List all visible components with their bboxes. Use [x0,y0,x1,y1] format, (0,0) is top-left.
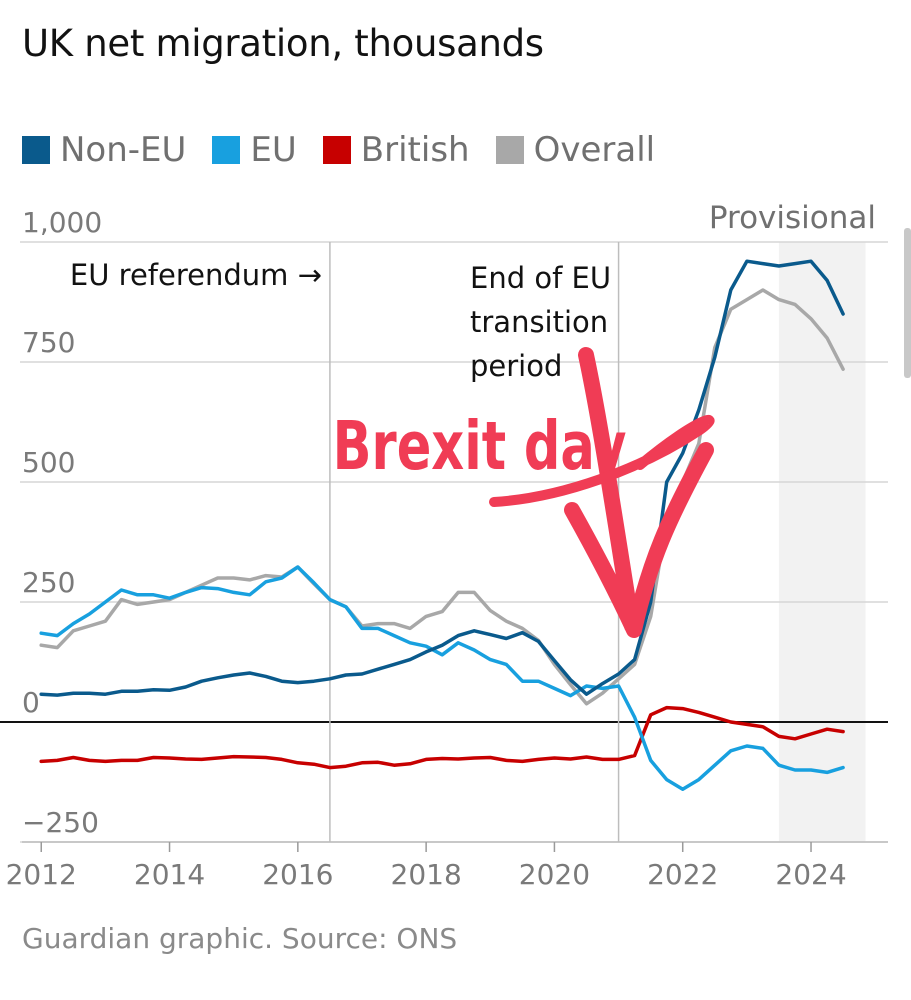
series-line-non-eu [39,259,845,697]
scrollbar[interactable] [904,228,911,378]
x-tick-label: 2016 [262,858,333,891]
legend-item-overall: Overall [495,130,656,170]
annotation-line: period [470,349,562,383]
y-tick-label: 250 [22,566,75,599]
x-tick-label: 2012 [6,858,77,891]
legend-label-british: British [360,130,470,170]
y-tick-label: 500 [22,446,75,479]
scribble-underline [489,414,715,507]
legend-swatch-eu [212,136,241,164]
x-tick-label: 2018 [391,858,462,891]
legend-item-non-eu: Non-EU [22,130,186,170]
annotation-end-of-transition: End of EU transition period [470,261,611,383]
legend-item-british: British [322,130,470,170]
legend-label-eu: EU [250,130,297,170]
provisional-shade [778,242,866,842]
series-line-eu [39,565,845,791]
x-tick-label: 2014 [134,858,205,891]
provisional-label: Provisional [709,200,876,236]
legend-swatch-non-eu [22,136,50,164]
x-tick-label: 2022 [647,858,718,891]
x-tick-label: 2020 [519,858,590,891]
legend-swatch-british [322,136,351,164]
y-tick-label: 750 [22,326,75,359]
legend-swatch-overall [495,136,524,164]
y-tick-label: 1,000 [22,206,102,239]
legend: Non-EU EU British Overall [22,130,681,170]
brexit-day-label: Brexit day [333,409,627,486]
scribble-arrow [564,347,714,638]
legend-item-eu: EU [212,130,297,170]
series-line-overall [39,288,845,706]
series-line-british [39,705,845,770]
annotation-line: transition [470,305,608,339]
chart-title: UK net migration, thousands [22,22,544,65]
annotation-line: End of EU [470,261,611,295]
source-note: Guardian graphic. Source: ONS [22,922,458,955]
y-tick-label: −250 [22,806,99,839]
annotation-eu-referendum: EU referendum → [70,258,322,292]
legend-label-non-eu: Non-EU [60,130,187,170]
legend-label-overall: Overall [533,130,656,170]
y-tick-label: 0 [22,686,40,719]
x-tick-label: 2024 [775,858,846,891]
